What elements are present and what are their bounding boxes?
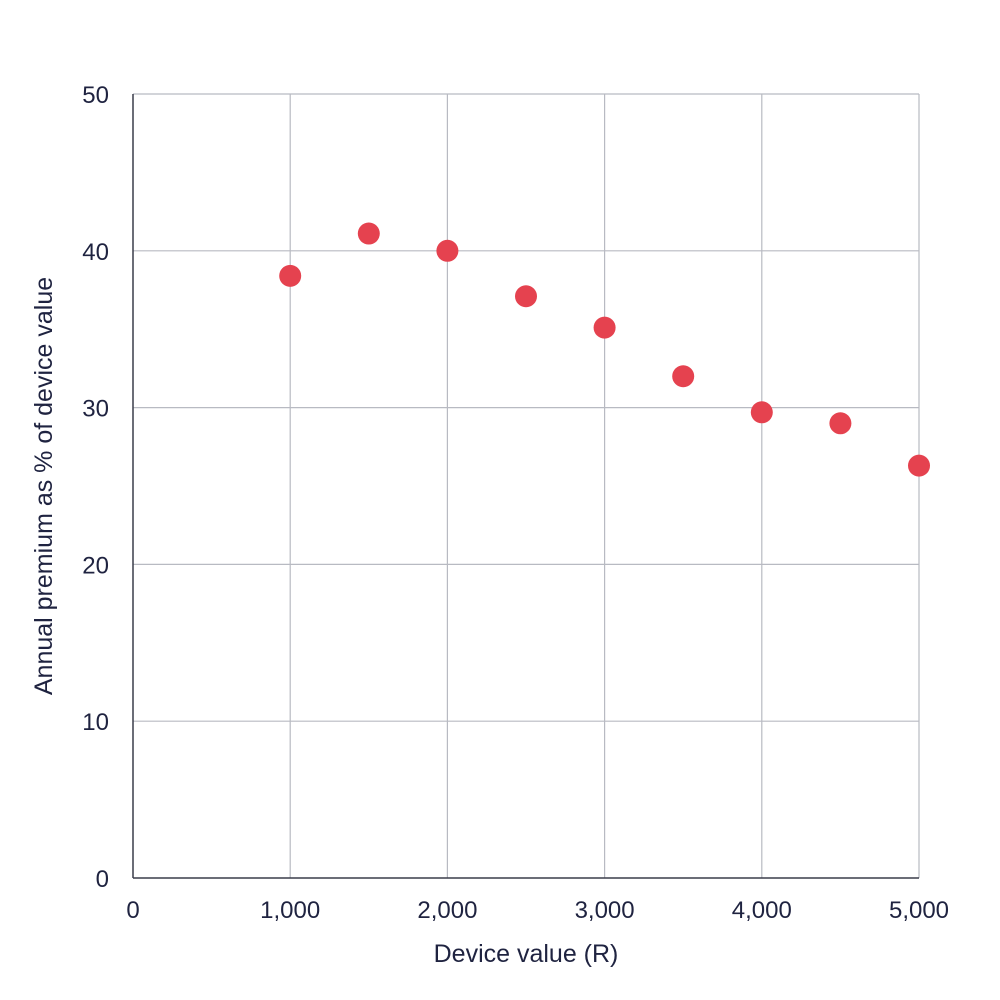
y-tick-label: 40 [82, 239, 109, 266]
x-tick-label: 5,000 [889, 897, 949, 924]
data-point [593, 316, 616, 339]
x-tick-labels: 0 1,000 2,000 3,000 4,000 5,000 [126, 897, 949, 924]
x-tick-label: 2,000 [417, 897, 477, 924]
y-tick-label: 30 [82, 396, 109, 423]
data-point [515, 285, 537, 308]
data-point [279, 264, 302, 287]
data-point [829, 412, 852, 435]
data-point [750, 401, 773, 424]
x-tick-label: 0 [126, 897, 139, 924]
x-tick-label: 3,000 [575, 897, 635, 924]
data-point [908, 454, 930, 477]
grid-lines [133, 93, 920, 878]
y-tick-labels: 0 10 20 30 40 50 [82, 82, 109, 893]
axes [132, 94, 919, 879]
y-tick-label: 10 [82, 709, 109, 736]
y-axis-label: Annual premium as % of device value [30, 277, 58, 695]
y-tick-label: 20 [82, 552, 109, 579]
x-tick-label: 1,000 [260, 897, 320, 924]
y-tick-label: 0 [96, 866, 109, 893]
data-point [436, 239, 459, 262]
x-axis-label: Device value (R) [434, 940, 619, 968]
data-point [357, 222, 380, 245]
x-tick-label: 4,000 [732, 897, 792, 924]
data-point [672, 365, 695, 388]
data-points [279, 222, 930, 477]
y-tick-label: 50 [82, 82, 109, 109]
